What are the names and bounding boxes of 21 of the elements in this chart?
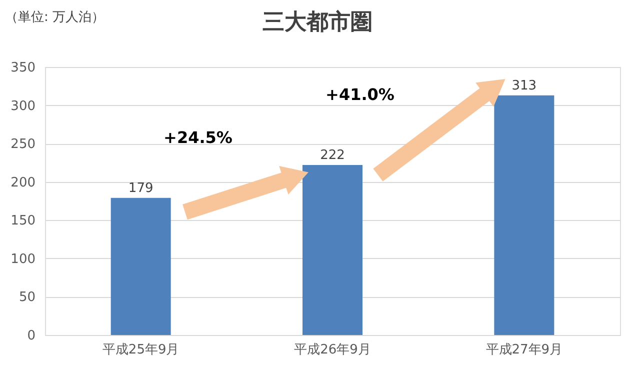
y-tick-label: 50	[18, 290, 36, 306]
y-tick-label: 150	[10, 214, 36, 229]
chart-title: 三大都市圏	[262, 9, 372, 35]
y-tick-label: 100	[10, 252, 36, 267]
bar	[110, 198, 171, 335]
x-tick-label: 平成27年9月	[486, 342, 563, 358]
x-tick-label: 平成26年9月	[294, 342, 371, 358]
bar	[494, 95, 554, 335]
data-label: 313	[512, 78, 537, 94]
annotation: +24.5%	[164, 128, 232, 147]
data-label: 179	[128, 180, 154, 196]
y-tick-label: 350	[10, 60, 36, 76]
y-tick-label: 200	[10, 175, 36, 190]
bar	[302, 165, 362, 335]
annotation: +41.0%	[326, 85, 394, 104]
y-tick-label: 250	[10, 137, 36, 152]
data-label: 222	[320, 148, 345, 164]
y-tick-label: 0	[27, 328, 36, 344]
text: （単位: 万人泊）	[5, 10, 105, 25]
y-tick-label: 300	[10, 98, 36, 114]
x-tick-label: 平成25年9月	[102, 342, 180, 358]
